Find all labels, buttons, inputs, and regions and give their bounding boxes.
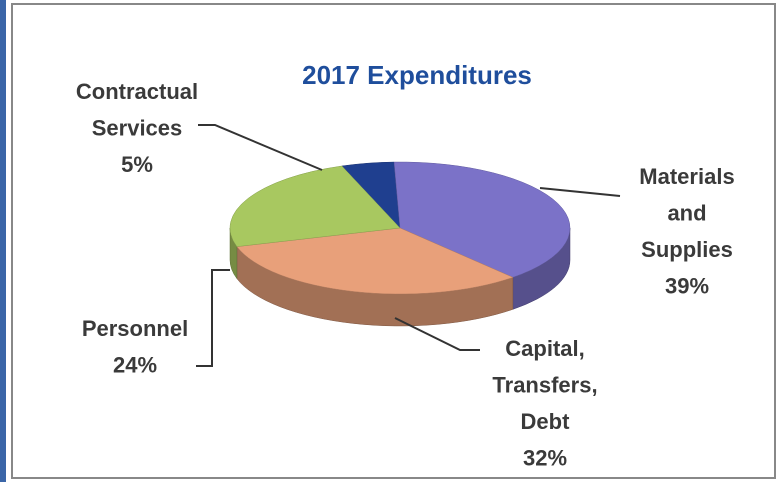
- value-label: 5%: [121, 152, 153, 177]
- label-line: Materials: [639, 164, 734, 189]
- side-strip: [0, 0, 6, 482]
- label-line: Capital,: [505, 336, 584, 361]
- label-line: Personnel: [82, 316, 188, 341]
- slice: [236, 227, 514, 295]
- slice: [229, 165, 401, 247]
- leader-line: [394, 317, 480, 351]
- value-label: 32%: [523, 445, 567, 470]
- value-label: 39%: [665, 273, 709, 298]
- slice-label: Materials and Supplies: [639, 164, 734, 262]
- pie: [229, 161, 571, 327]
- label-line: Contractual: [76, 79, 198, 104]
- label-line: Services: [92, 115, 183, 140]
- leader-line: [539, 187, 621, 197]
- slice-label: Personnel: [82, 316, 188, 341]
- label-line: and: [667, 200, 706, 225]
- leader-line: [198, 124, 323, 171]
- slice-label: Contractual Services: [76, 79, 198, 141]
- slice: [393, 161, 571, 278]
- chart-title: 2017 Expenditures: [302, 60, 532, 90]
- label-line: Transfers,: [492, 372, 597, 397]
- leader-lines: [196, 124, 621, 367]
- value-label: 24%: [113, 352, 157, 377]
- label-line: Debt: [521, 409, 571, 434]
- slice-label: Capital, Transfers, Debt: [492, 336, 597, 434]
- leader-line: [196, 269, 230, 367]
- label-line: Supplies: [641, 237, 733, 262]
- frame: [11, 3, 776, 479]
